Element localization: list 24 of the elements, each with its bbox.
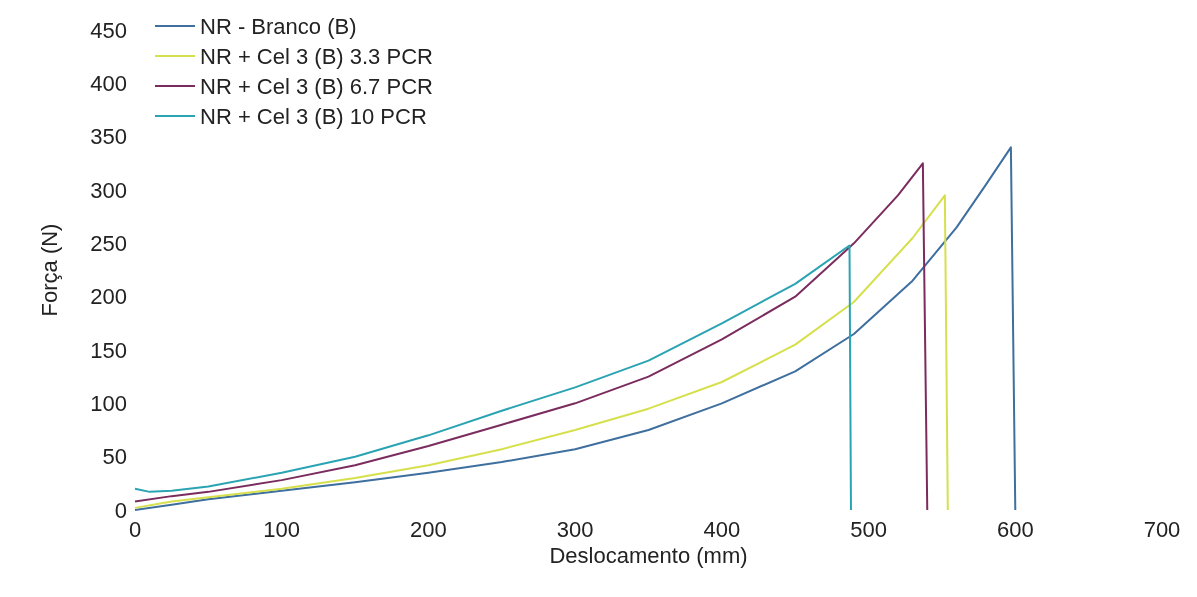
y-tick-label: 300 <box>90 177 127 203</box>
y-axis-title: Força (N) <box>36 223 62 317</box>
legend-label: NR + Cel 3 (B) 10 PCR <box>200 103 427 129</box>
x-tick-label: 400 <box>703 516 741 542</box>
x-tick-label: 600 <box>996 516 1034 542</box>
x-tick-label: 300 <box>556 516 594 542</box>
y-tick-label: 200 <box>90 284 127 310</box>
x-tick-label: 100 <box>263 516 301 542</box>
line-series <box>134 244 852 511</box>
y-tick-label: 250 <box>90 230 127 256</box>
y-tick-label: 100 <box>90 390 127 416</box>
x-tick-label: 500 <box>850 516 887 542</box>
x-axis-title: Deslocamento (mm) <box>549 543 748 569</box>
legend-label: NR - Branco (B) <box>200 13 357 39</box>
y-tick-label: 50 <box>102 444 127 470</box>
x-tick-label: 700 <box>1143 516 1181 542</box>
legend-label: NR + Cel 3 (B) 6.7 PCR <box>200 73 433 99</box>
y-tick-label: 0 <box>114 497 127 523</box>
legend-label: NR + Cel 3 (B) 3.3 PCR <box>200 43 433 69</box>
x-tick-label: 200 <box>410 516 447 542</box>
y-tick-label: 350 <box>90 124 127 150</box>
y-tick-label: 150 <box>90 337 127 363</box>
y-tick-label: 450 <box>90 17 127 43</box>
y-tick-label: 400 <box>90 70 127 96</box>
